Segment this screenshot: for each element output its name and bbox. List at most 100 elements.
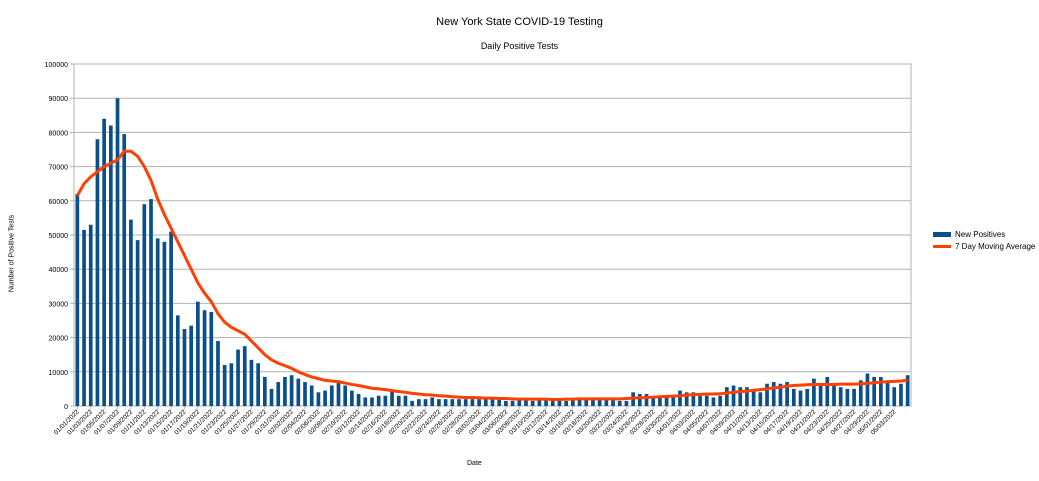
y-tick-label: 80000 [49,130,69,137]
bar [276,382,281,406]
bar [611,397,615,406]
bar [550,400,555,406]
bar [303,382,307,406]
bar [249,359,254,406]
bar [879,376,883,406]
bar [778,383,783,406]
moving-average-line [76,149,908,401]
y-tick-label: 50000 [49,233,69,240]
bar [731,385,736,406]
bar [591,399,595,406]
y-tick-labels: 0 10000 20000 30000 40000 50000 60000 70000 8000… [45,62,68,411]
bar [483,397,488,406]
y-tick-label: 10000 [49,370,69,377]
bar [88,224,93,406]
y-tick-label: 100000 [45,62,68,69]
y-tick-label: 0 [64,404,68,411]
bar [725,387,729,406]
bar [504,400,508,406]
bar-series [75,98,910,407]
bar [905,375,910,406]
bar [115,98,120,406]
bar [410,400,414,406]
bar [222,364,227,406]
bar [885,380,890,406]
bar [704,395,709,406]
bar [142,204,147,406]
bar [209,311,214,406]
x-axis-label: Date [467,460,482,467]
bar [718,395,723,406]
bar [376,395,381,406]
bar [711,397,716,406]
bar [229,363,234,406]
legend-item-moving-average: 7 Day Moving Average [933,240,1035,252]
bar [838,387,843,406]
bar [537,399,542,406]
bar [497,399,502,406]
bar [370,397,374,406]
bar [390,390,394,406]
bar [791,388,796,406]
y-tick-label: 90000 [49,96,69,103]
bar [651,397,656,406]
y-tick-label: 40000 [49,267,69,274]
bar [175,315,180,406]
bar [242,346,247,406]
bar [256,363,260,406]
bar [765,383,769,406]
bar [363,397,368,406]
bar [82,229,86,406]
bar [865,373,870,406]
bar [899,383,903,406]
legend-item-new-positives: New Positives [933,228,1035,240]
bar [477,399,481,406]
bar [832,385,836,406]
gridlines [70,63,912,407]
bar [316,392,321,406]
bar [577,397,582,406]
bar [283,376,287,406]
bar [450,399,455,406]
bar [122,134,127,407]
bar [785,382,789,406]
bar [490,399,495,406]
bar [403,395,408,406]
bar [745,387,749,406]
bar [584,397,589,406]
legend-label-moving-average: 7 Day Moving Average [955,241,1036,251]
y-tick-label: 20000 [49,336,69,343]
bar [557,400,562,406]
bar [350,390,354,406]
bar [95,139,100,407]
y-tick-label: 70000 [49,165,69,172]
bar [698,395,702,406]
bar [262,376,267,406]
bar [430,397,435,406]
bar [825,376,830,406]
chart-title: New York State COVID-19 Testing [436,16,603,28]
bar [664,395,669,406]
bar [383,395,388,406]
bar [289,375,294,406]
bar [269,388,274,406]
bar [155,238,160,406]
bar [544,399,548,406]
bar [658,395,662,406]
bar [818,383,823,406]
bar [443,399,448,406]
bar [510,400,515,406]
y-tick-label: 30000 [49,301,69,308]
bar [196,301,200,406]
bar [189,325,194,406]
bar [524,399,528,406]
bar [309,385,314,406]
bar [758,392,763,406]
bar [812,378,816,406]
y-axis-label: Number of Positive Tests [8,214,16,293]
legend: New Positives 7 Day Moving Average [933,228,1035,252]
legend-swatch-line [933,244,951,248]
bar [423,399,428,406]
legend-label-new-positives: New Positives [955,229,1006,239]
